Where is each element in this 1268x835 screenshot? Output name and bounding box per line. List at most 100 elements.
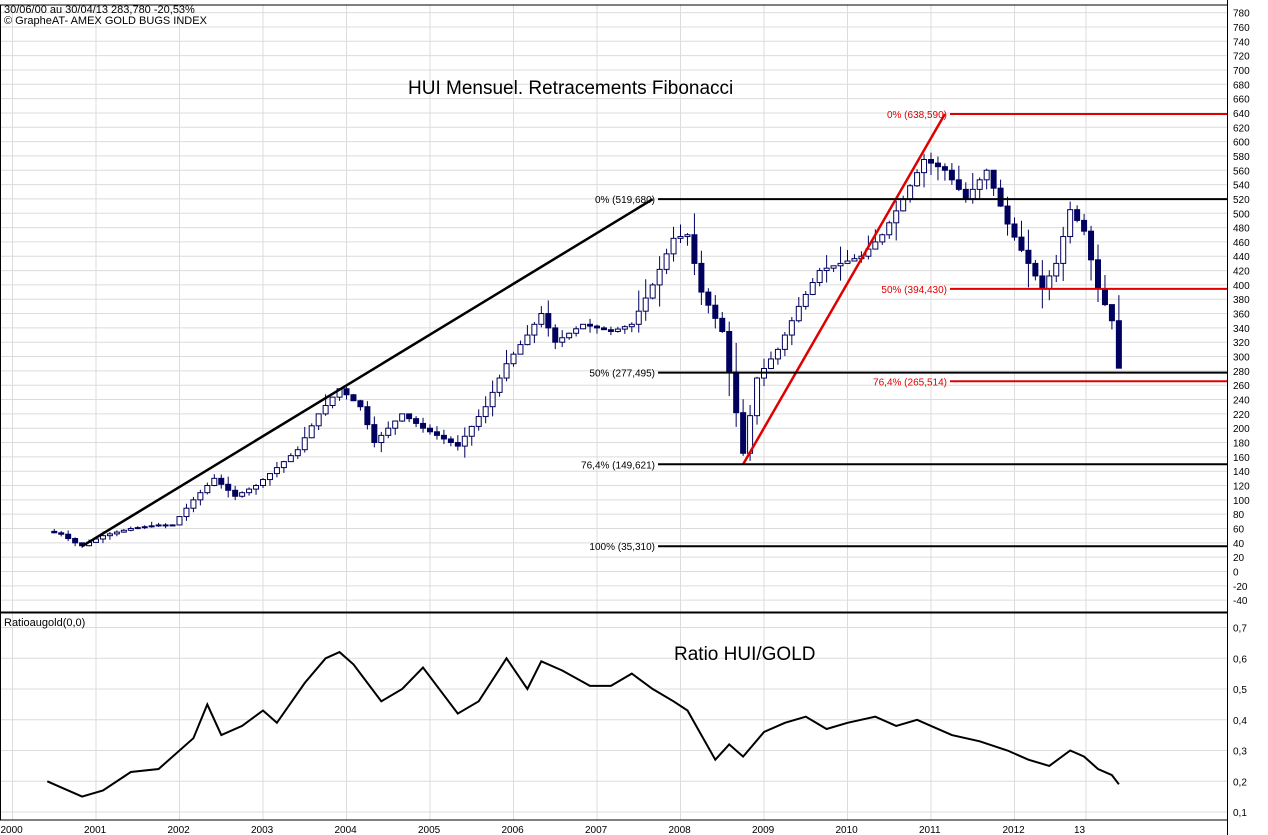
y-tick-label: 340 [1233,324,1250,335]
candle-body-down [1108,304,1115,322]
candle [65,530,72,542]
candle [197,489,204,506]
candle [225,476,232,498]
candle-body-down [364,406,371,426]
y-tick-label: 80 [1233,510,1245,521]
candle-body-down [941,166,948,171]
fib-level-label: 100% (35,310) [589,542,655,553]
candle-body-down [948,169,955,181]
candle-body-up [260,479,266,487]
candle-body-up [614,328,621,332]
candle [218,474,225,489]
y-tick-label: 260 [1233,381,1250,392]
candle-body-up [969,188,976,200]
candle-body-down [433,431,440,436]
y-tick-label: 120 [1233,482,1250,493]
y-tick-label: 720 [1233,52,1250,63]
y-tick-label: 20 [1233,553,1245,564]
candle-body-up [378,434,385,444]
candle-body-up [120,529,127,533]
candle-body-down [955,179,962,190]
candle-body-down [447,438,454,444]
y-tick-label: 700 [1233,66,1250,77]
candle-body-up [642,297,649,312]
candle-body-down [962,188,969,200]
candle-body-down [1018,236,1025,251]
candle [566,332,573,340]
candle [454,435,461,451]
candle-body-down [427,427,433,433]
candle-body-up [538,313,545,325]
candle-body-up [308,425,315,439]
y-tick-label: 280 [1233,367,1250,378]
candle [190,496,197,513]
x-tick-label: 2000 [1,825,24,835]
candle-body-up [893,210,900,224]
candle [531,322,538,344]
candle-body-up [301,437,308,451]
ratio-chart-title: Ratio HUI/GOLD [674,644,816,665]
candle-body-up [211,477,218,487]
candle [837,246,844,281]
x-tick-label: 2012 [1003,825,1026,835]
candle-body-down [997,187,1004,207]
candle [795,297,802,323]
candle-body-up [983,169,990,181]
x-tick-label: 2008 [669,825,692,835]
candle [559,330,566,348]
candle-body-up [204,485,211,494]
candle [371,416,378,448]
candle [113,530,120,537]
candle-body-up [294,449,301,457]
candle [440,429,447,445]
candle-body-down [225,483,232,491]
candle [433,426,440,440]
candle-body-up [385,427,392,436]
y-tick-label: 380 [1233,295,1250,306]
x-tick-label: 2004 [335,825,358,835]
candle [545,300,552,337]
candle [719,311,726,333]
candle-body-down [58,532,65,535]
candle [587,318,594,333]
candle [851,254,858,262]
trendline [81,198,654,548]
candle [350,393,357,402]
candle-body-down [420,422,427,429]
fib-level-label: 50% (394,430) [881,285,947,296]
candle-body-up [767,358,774,369]
candle-body-up [1053,262,1060,277]
y-tick-label: 320 [1233,338,1250,349]
x-tick-label: 2010 [836,825,859,835]
candle-body-down [594,325,600,329]
candle-body-up [802,293,809,307]
candle [294,446,301,459]
candle-body-down [454,442,461,447]
candle [120,529,127,533]
candle-body-down [600,327,607,331]
candle-body-up [872,241,879,250]
candle-body-up [489,391,496,408]
candle-body-up [517,344,524,355]
x-tick-label: 2006 [502,825,525,835]
candle [399,413,406,422]
candle [976,177,983,200]
candle [204,482,211,495]
candle-body-down [72,538,79,544]
candle-body-up [844,260,851,264]
candle [253,483,260,495]
candle [754,376,761,425]
candle-body-up [573,328,580,334]
candle [468,425,475,446]
candle [329,396,336,409]
candle [1115,295,1122,369]
candle-body-down [691,234,698,264]
candle-body-up [900,198,907,212]
ratio-tick-label: 0,6 [1233,654,1247,665]
candle [392,420,399,435]
candle-body-down [413,418,420,424]
fib-level-label: 76,4% (265,514) [873,377,947,388]
candle-body-down [552,327,559,343]
candle [148,521,155,528]
